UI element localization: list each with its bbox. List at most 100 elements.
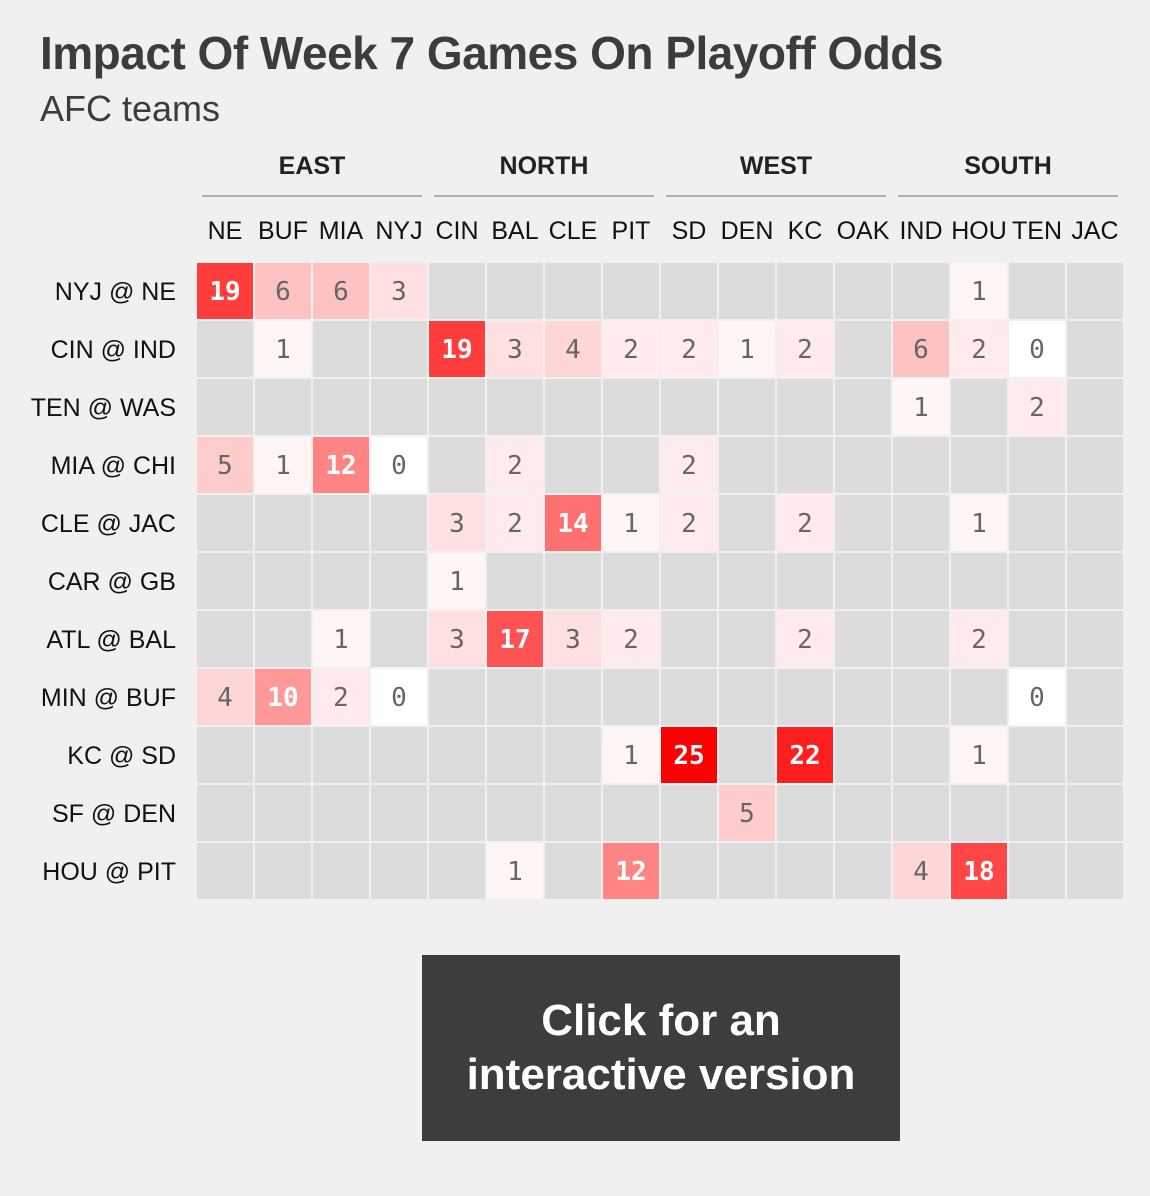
heatmap-cell bbox=[777, 611, 833, 667]
interactive-version-button[interactable]: Click for an interactive version bbox=[422, 955, 900, 1141]
cell-value-label: 6 bbox=[913, 335, 929, 365]
heatmap-cell bbox=[719, 669, 775, 725]
column-label-den: DEN bbox=[721, 217, 774, 245]
cell-value-label: 1 bbox=[275, 451, 291, 481]
heatmap-cell bbox=[313, 263, 369, 319]
cell-value-label: 4 bbox=[565, 335, 581, 365]
heatmap-cell bbox=[313, 843, 369, 899]
cell-value-label: 1 bbox=[333, 625, 349, 655]
heatmap-cell bbox=[487, 437, 543, 493]
heatmap-cell bbox=[313, 611, 369, 667]
row-label-cin-ind: CIN @ IND bbox=[51, 336, 176, 364]
division-label-south: SOUTH bbox=[964, 152, 1052, 180]
heatmap-cell bbox=[255, 611, 311, 667]
heatmap-cell bbox=[545, 495, 601, 551]
heatmap-cell bbox=[545, 727, 601, 783]
cell-value-label: 12 bbox=[615, 857, 646, 887]
heatmap-cell bbox=[1067, 611, 1123, 667]
cell-value-label: 1 bbox=[507, 857, 523, 887]
heatmap-cell bbox=[777, 321, 833, 377]
cell-value-label: 2 bbox=[797, 335, 813, 365]
column-label-hou: HOU bbox=[951, 217, 1007, 245]
heatmap-cell bbox=[371, 611, 427, 667]
heatmap-cell bbox=[777, 843, 833, 899]
column-label-oak: OAK bbox=[837, 217, 890, 245]
heatmap-cell bbox=[893, 785, 949, 841]
heatmap-cell bbox=[719, 611, 775, 667]
heatmap-cell bbox=[893, 437, 949, 493]
heatmap-cell bbox=[197, 611, 253, 667]
heatmap-cell bbox=[313, 495, 369, 551]
heatmap-cell bbox=[487, 263, 543, 319]
heatmap-cell bbox=[603, 379, 659, 435]
heatmap-cell bbox=[835, 669, 891, 725]
row-label-hou-pit: HOU @ PIT bbox=[42, 858, 176, 886]
column-label-buf: BUF bbox=[258, 217, 308, 245]
row-label-cle-jac: CLE @ JAC bbox=[41, 510, 176, 538]
chart-title: Impact Of Week 7 Games On Playoff Odds bbox=[40, 27, 943, 79]
heatmap-cell bbox=[893, 727, 949, 783]
cell-value-label: 4 bbox=[913, 857, 929, 887]
heatmap-cell bbox=[429, 611, 485, 667]
cell-value-label: 3 bbox=[449, 509, 465, 539]
heatmap-cell bbox=[1067, 727, 1123, 783]
cell-value-label: 6 bbox=[333, 277, 349, 307]
heatmap-cell bbox=[893, 495, 949, 551]
heatmap-cell bbox=[777, 785, 833, 841]
heatmap-cell bbox=[1009, 437, 1065, 493]
heatmap-cell bbox=[951, 669, 1007, 725]
row-label-kc-sd: KC @ SD bbox=[67, 742, 176, 770]
heatmap-cell bbox=[429, 553, 485, 609]
heatmap-cell bbox=[197, 669, 253, 725]
heatmap-cell bbox=[661, 321, 717, 377]
heatmap-cell bbox=[835, 263, 891, 319]
heatmap-cell bbox=[429, 669, 485, 725]
row-label-car-gb: CAR @ GB bbox=[48, 568, 176, 596]
row-label-mia-chi: MIA @ CHI bbox=[51, 452, 176, 480]
cell-value-label: 2 bbox=[507, 451, 523, 481]
heatmap-chart: EAST NORTH WEST SOUTH NE BUF MIA NYJ CIN BAL CLE PI… bbox=[31, 152, 1123, 899]
cell-value-label: 1 bbox=[971, 509, 987, 539]
column-label-ne: NE bbox=[208, 217, 243, 245]
cell-value-label: 1 bbox=[739, 335, 755, 365]
heatmap-cell bbox=[893, 669, 949, 725]
cell-value-label: 0 bbox=[1029, 335, 1045, 365]
heatmap-cell bbox=[835, 437, 891, 493]
row-label-min-buf: MIN @ BUF bbox=[41, 684, 176, 712]
heatmap-cell bbox=[487, 669, 543, 725]
heatmap-cell bbox=[951, 263, 1007, 319]
division-label-north: NORTH bbox=[500, 152, 589, 180]
heatmap-cell bbox=[429, 263, 485, 319]
cell-value-label: 2 bbox=[681, 451, 697, 481]
heatmap-cell bbox=[951, 437, 1007, 493]
cell-value-label: 1 bbox=[623, 509, 639, 539]
division-label-west: WEST bbox=[740, 152, 812, 180]
heatmap-cell bbox=[487, 321, 543, 377]
cell-value-label: 6 bbox=[275, 277, 291, 307]
heatmap-cell bbox=[1067, 379, 1123, 435]
heatmap-cell bbox=[313, 785, 369, 841]
heatmap-cell bbox=[371, 495, 427, 551]
heatmap-cell bbox=[893, 263, 949, 319]
heatmap-cell bbox=[313, 727, 369, 783]
cell-value-label: 2 bbox=[681, 335, 697, 365]
heatmap-cell bbox=[371, 321, 427, 377]
cell-value-label: 0 bbox=[391, 451, 407, 481]
heatmap-cell bbox=[661, 727, 717, 783]
row-label-nyj-ne: NYJ @ NE bbox=[55, 278, 176, 306]
heatmap-cell bbox=[719, 727, 775, 783]
heatmap-cell bbox=[197, 437, 253, 493]
heatmap-cell bbox=[313, 321, 369, 377]
cell-value-label: 2 bbox=[333, 683, 349, 713]
column-label-cin: CIN bbox=[435, 217, 478, 245]
heatmap-cell bbox=[371, 727, 427, 783]
heatmap-cell bbox=[603, 321, 659, 377]
column-label-nyj: NYJ bbox=[375, 217, 422, 245]
heatmap-cell bbox=[1067, 263, 1123, 319]
heatmap-cell bbox=[951, 495, 1007, 551]
heatmap-cell bbox=[719, 379, 775, 435]
heatmap-cell bbox=[603, 611, 659, 667]
heatmap-cell bbox=[197, 727, 253, 783]
heatmap-cell bbox=[545, 379, 601, 435]
heatmap-cell bbox=[429, 321, 485, 377]
